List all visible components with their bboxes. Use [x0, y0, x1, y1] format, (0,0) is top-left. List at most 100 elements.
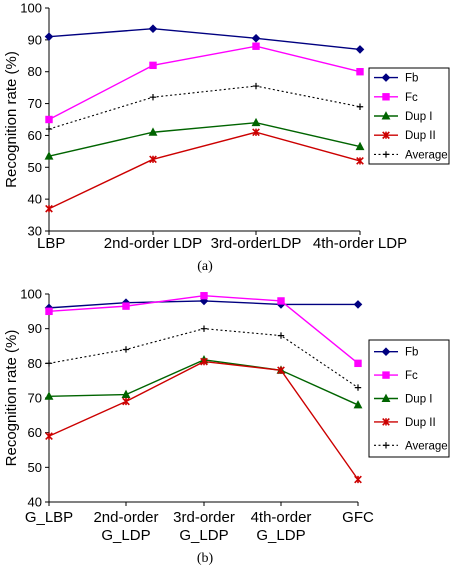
y-tick-label: 50: [28, 160, 42, 175]
legend-swatch-marker: [382, 371, 390, 379]
data-point: [355, 45, 365, 54]
y-tick-label: 50: [28, 460, 42, 475]
x-tick-label: 2nd-order: [93, 509, 158, 526]
series-fc: [45, 42, 364, 124]
legend: Fb Fc Dup I Dup II Average: [368, 339, 450, 458]
data-point: [354, 475, 362, 484]
y-tick-label: 40: [28, 495, 42, 510]
y-tick-label: 40: [28, 192, 42, 207]
x-tick-label: 3rd-orderLDP: [211, 235, 302, 252]
y-tick-label: 60: [28, 425, 42, 440]
series-line: [48, 45, 361, 121]
series-fc: [45, 292, 362, 368]
series-line: [48, 359, 359, 406]
y-tick-label: 90: [28, 321, 42, 336]
series-line: [48, 121, 361, 157]
x-tick-label: 4th-order LDP: [313, 235, 407, 252]
y-tick-label: 60: [28, 128, 42, 143]
x-tick-label: G_LDP: [179, 527, 228, 544]
x-tick-label: G_LDP: [101, 527, 150, 544]
legend-swatch-marker: [381, 73, 391, 82]
series-line: [48, 360, 359, 480]
y-tick-label: 100: [20, 287, 42, 302]
series-fb: [44, 296, 363, 313]
series-average: [45, 82, 364, 133]
y-axis-title: Recognition rate (%): [3, 330, 20, 467]
data-point: [44, 391, 54, 400]
y-tick-label: 30: [28, 224, 42, 239]
x-tick-label: 2nd-order LDP: [104, 235, 202, 252]
data-point: [148, 24, 158, 34]
data-point: [45, 204, 53, 213]
data-point: [252, 128, 260, 137]
y-tick-label: 90: [28, 32, 42, 47]
data-point: [355, 141, 365, 151]
y-tick-label: 100: [20, 1, 42, 16]
chart-panel-1: 30 40 50 60 70 80 90 100 LBP 2nd-order LDP 3rd-ord…: [3, 1, 450, 274]
legend-label: Fb: [405, 347, 418, 359]
x-tick-label: 4th-order: [251, 509, 312, 526]
data-point: [45, 360, 53, 367]
data-point: [44, 151, 54, 160]
data-point: [44, 32, 54, 41]
series-fb: [44, 24, 365, 54]
y-axis-title: Recognition rate (%): [3, 51, 20, 188]
y-tick-label: 80: [28, 64, 42, 79]
y-tick-label: 70: [28, 391, 42, 406]
legend-swatch-marker: [381, 393, 391, 402]
data-point: [121, 389, 131, 399]
data-point: [200, 292, 208, 300]
data-point: [148, 127, 158, 136]
data-point: [353, 300, 363, 309]
series-dup-ii: [45, 357, 362, 484]
data-point: [200, 325, 208, 332]
x-tick-label: LBP: [37, 235, 65, 252]
legend-swatch-marker: [382, 93, 390, 101]
figure-caption: (b): [197, 551, 214, 566]
data-point: [45, 115, 53, 124]
legend-label: Dup I: [405, 111, 433, 123]
legend-label: Average: [405, 440, 448, 452]
data-point: [45, 307, 53, 316]
y-tick-label: 80: [28, 356, 42, 371]
y-tick-label: 70: [28, 96, 42, 111]
x-tick-label: G_LBP: [25, 509, 73, 526]
series-line: [48, 85, 361, 130]
data-point: [354, 359, 362, 368]
legend-swatch-marker: [382, 151, 390, 158]
legend-label: Fc: [405, 370, 418, 382]
data-point: [356, 68, 364, 76]
data-point: [200, 357, 208, 366]
data-point: [45, 432, 53, 440]
data-point: [251, 117, 261, 127]
data-point: [45, 125, 53, 133]
legend-label: Average: [405, 149, 448, 161]
data-point: [356, 103, 364, 110]
legend-swatch-marker: [382, 442, 390, 449]
data-point: [356, 157, 364, 165]
series-line: [48, 28, 361, 51]
legend-label: Fc: [405, 92, 418, 104]
data-point: [122, 397, 130, 406]
data-point: [122, 346, 130, 353]
x-tick-label: 3rd-order: [173, 509, 235, 526]
data-point: [353, 400, 363, 409]
series-line: [48, 131, 361, 210]
x-tick-label: G_LDP: [256, 527, 305, 544]
data-point: [252, 42, 260, 50]
data-point: [277, 366, 285, 375]
legend-swatch-marker: [381, 111, 391, 120]
data-point: [251, 33, 261, 43]
series-dup-ii: [45, 128, 364, 213]
figure-caption: (a): [197, 259, 213, 274]
data-point: [149, 61, 157, 70]
data-point: [354, 384, 362, 391]
x-tick-label: GFC: [342, 509, 374, 526]
legend-swatch-marker: [382, 418, 390, 426]
data-point: [252, 82, 260, 90]
legend-label: Dup I: [405, 394, 433, 406]
legend-label: Fb: [405, 73, 418, 85]
legend: Fb Fc Dup I Dup II Average: [368, 67, 450, 165]
